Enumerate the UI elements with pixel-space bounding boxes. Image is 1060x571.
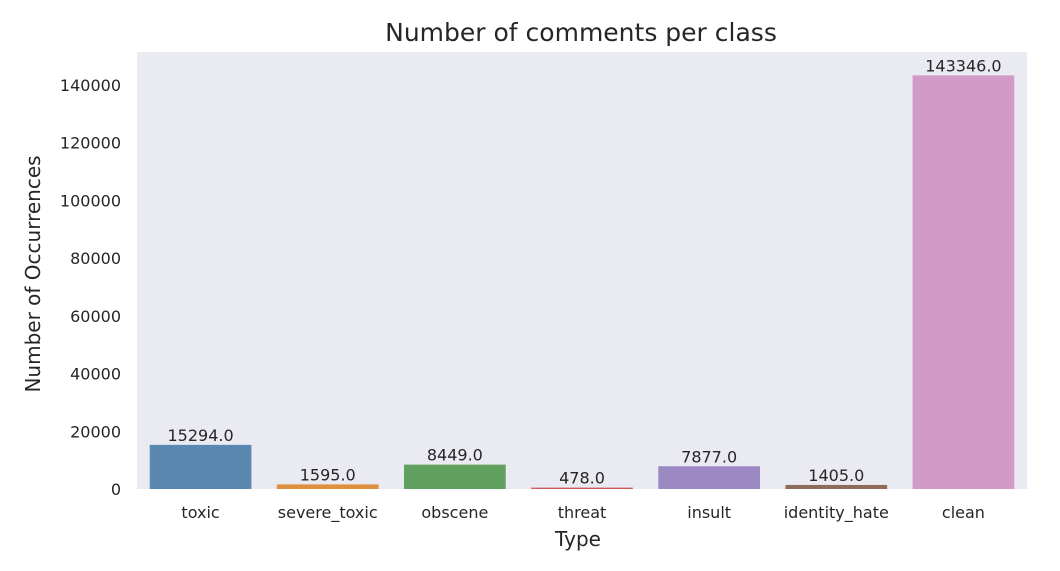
bar-clean — [912, 75, 1015, 490]
x-tick-label: clean — [942, 503, 985, 522]
data-label-threat: 478.0 — [559, 469, 605, 488]
y-tick-label: 80000 — [70, 249, 121, 268]
data-labels-group: 15294.0 1595.0 8449.0 478.0 7877.0 1405.0 1433… — [167, 56, 1001, 487]
bars-group — [149, 75, 1015, 490]
y-tick-label: 60000 — [70, 307, 121, 326]
y-tick-label: 120000 — [60, 134, 121, 153]
x-tick-label: severe_toxic — [278, 503, 378, 523]
bar-toxic — [149, 444, 252, 489]
bar-insult — [658, 466, 760, 489]
data-label-toxic: 15294.0 — [167, 426, 233, 445]
bar-severe-toxic — [276, 484, 379, 489]
y-tick-label: 20000 — [70, 422, 121, 441]
data-label-clean: 143346.0 — [925, 56, 1001, 75]
x-tick-labels: toxic severe_toxic obscene threat insult iden… — [181, 503, 985, 523]
bar-threat — [531, 487, 633, 489]
y-tick-label: 40000 — [70, 365, 121, 384]
y-tick-label: 0 — [111, 480, 121, 499]
bar-identity-hate — [785, 484, 888, 489]
y-axis-label: Number of Occurrences — [21, 155, 45, 392]
data-label-obscene: 8449.0 — [427, 446, 483, 465]
y-tick-labels: 0 20000 40000 60000 80000 100000 120000 140000 — [60, 76, 121, 499]
x-tick-label: toxic — [181, 503, 219, 522]
bar-obscene — [404, 464, 506, 489]
chart-title: Number of comments per class — [385, 18, 777, 47]
x-tick-label: threat — [558, 503, 607, 522]
plot-area — [137, 52, 1027, 489]
y-tick-label: 140000 — [60, 76, 121, 95]
x-axis-label: Type — [554, 527, 601, 551]
x-tick-label: insult — [687, 503, 731, 522]
y-tick-label: 100000 — [60, 191, 121, 210]
x-tick-label: obscene — [421, 503, 488, 522]
x-tick-label: identity_hate — [784, 503, 889, 523]
data-label-severe-toxic: 1595.0 — [300, 465, 356, 484]
data-label-identity-hate: 1405.0 — [808, 466, 864, 485]
data-label-insult: 7877.0 — [681, 447, 737, 466]
